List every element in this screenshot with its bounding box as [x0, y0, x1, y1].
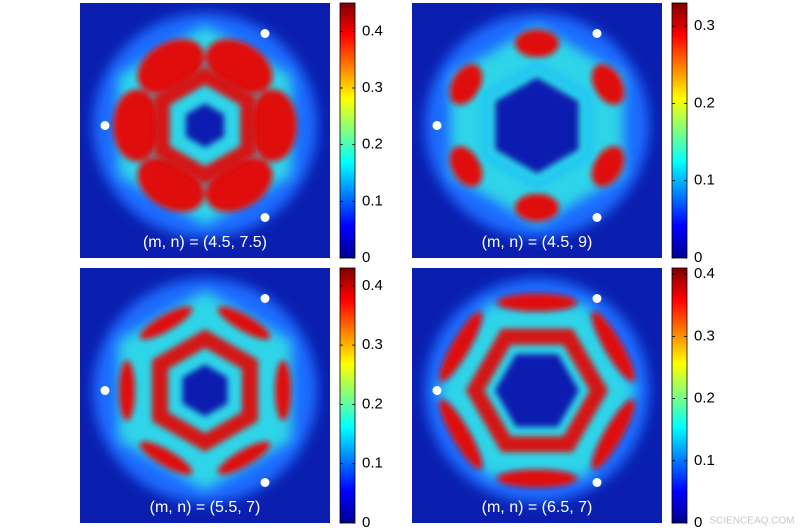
colorbar-tick-label: 0.3 [362, 79, 383, 96]
heatmap-panel: (m, n) = (4.5, 9) 0 0.1 0.2 0.3 [412, 2, 715, 266]
hot-zone [217, 441, 271, 475]
colorbar [339, 267, 356, 524]
inner-ring [480, 59, 594, 192]
heatmap-panel: (m, n) = (5.5, 7) 0 0.1 0.2 0.3 0.4 [80, 267, 383, 530]
annotation: (m, n) = (6.5, 7) [482, 499, 593, 516]
marker-dot [592, 29, 602, 38]
colorbar-tick-label: 0.3 [362, 336, 383, 353]
colorbar [671, 2, 688, 259]
colorbar-tick-label: 0.4 [362, 277, 383, 294]
core [182, 364, 228, 417]
colorbar-tick-label: 0 [694, 249, 702, 266]
colorbar-tick-label: 0.2 [694, 390, 715, 407]
hot-zone [591, 311, 635, 382]
hot-zone [515, 29, 559, 58]
marker-dot [592, 478, 602, 487]
colorbar-tick-label: 0.2 [362, 395, 383, 412]
colorbar-tick-label: 0.2 [362, 136, 383, 153]
colorbar-tick-label: 0.1 [694, 172, 715, 189]
colorbar-tick-label: 0.4 [694, 265, 715, 282]
marker-dot [432, 121, 442, 130]
colorbar-tick-label: 0.2 [694, 94, 715, 111]
colorbar-tick-label: 0.1 [694, 452, 715, 469]
inner-ring [153, 66, 257, 185]
hot-zone [119, 360, 135, 421]
hot-zone [249, 89, 297, 162]
heatmap-image [80, 3, 330, 258]
hot-zone [439, 399, 483, 470]
marker-dot [432, 386, 442, 395]
inner-ring [152, 329, 258, 452]
hot-zone [449, 64, 483, 105]
hot-zone [439, 311, 483, 382]
core [495, 77, 579, 174]
marker-dot [260, 294, 270, 303]
marker-dot [592, 213, 602, 222]
hot-zone [449, 146, 483, 187]
hot-zones [439, 293, 635, 488]
colorbar-tick-label: 0.1 [362, 455, 383, 472]
hot-zone [591, 399, 635, 470]
colorbar [671, 267, 688, 524]
hot-zone [275, 360, 291, 421]
hot-zone [591, 146, 625, 187]
hot-zones [449, 29, 625, 222]
colorbar-tick-label: 0.3 [694, 327, 715, 344]
marker-dot [260, 478, 270, 487]
colorbar-tick-label: 0.4 [362, 22, 383, 39]
marker-dot [592, 294, 602, 303]
colorbar [339, 2, 356, 259]
marker-dot [100, 386, 110, 395]
colorbar-tick-label: 0 [694, 514, 702, 530]
hot-zone [497, 469, 577, 488]
hot-zone [217, 306, 271, 340]
annotation: (m, n) = (4.5, 9) [482, 234, 593, 251]
hot-zones [119, 306, 291, 475]
hot-zone [139, 441, 193, 475]
hot-zone [515, 193, 559, 222]
core [495, 354, 579, 427]
marker-dot [100, 121, 110, 130]
hot-zone [591, 64, 625, 105]
heatmap-panel: (m, n) = (6.5, 7) 0 0.1 0.2 0.3 0.4 [412, 265, 715, 530]
heatmap-image [412, 3, 662, 258]
colorbar-tick-label: 0.1 [362, 192, 383, 209]
inner-ring [465, 328, 609, 453]
annotation: (m, n) = (4.5, 7.5) [143, 234, 267, 251]
colorbar-tick-label: 0 [362, 514, 370, 530]
annotation: (m, n) = (5.5, 7) [150, 499, 261, 516]
marker-dot [260, 213, 270, 222]
core [185, 103, 225, 148]
colorbar-tick-label: 0.3 [694, 17, 715, 34]
hot-zone [113, 89, 161, 162]
hot-zone [497, 293, 577, 312]
heatmap-image [80, 268, 330, 523]
colorbar-tick-label: 0 [362, 249, 370, 266]
heatmap-panel: (m, n) = (4.5, 7.5) 0 0.1 0.2 0.3 0.4 [80, 2, 383, 266]
hot-zone [139, 306, 193, 340]
watermark: SCIENCEAQ.COM [709, 516, 794, 527]
marker-dot [260, 29, 270, 38]
heatmap-image [412, 268, 662, 523]
